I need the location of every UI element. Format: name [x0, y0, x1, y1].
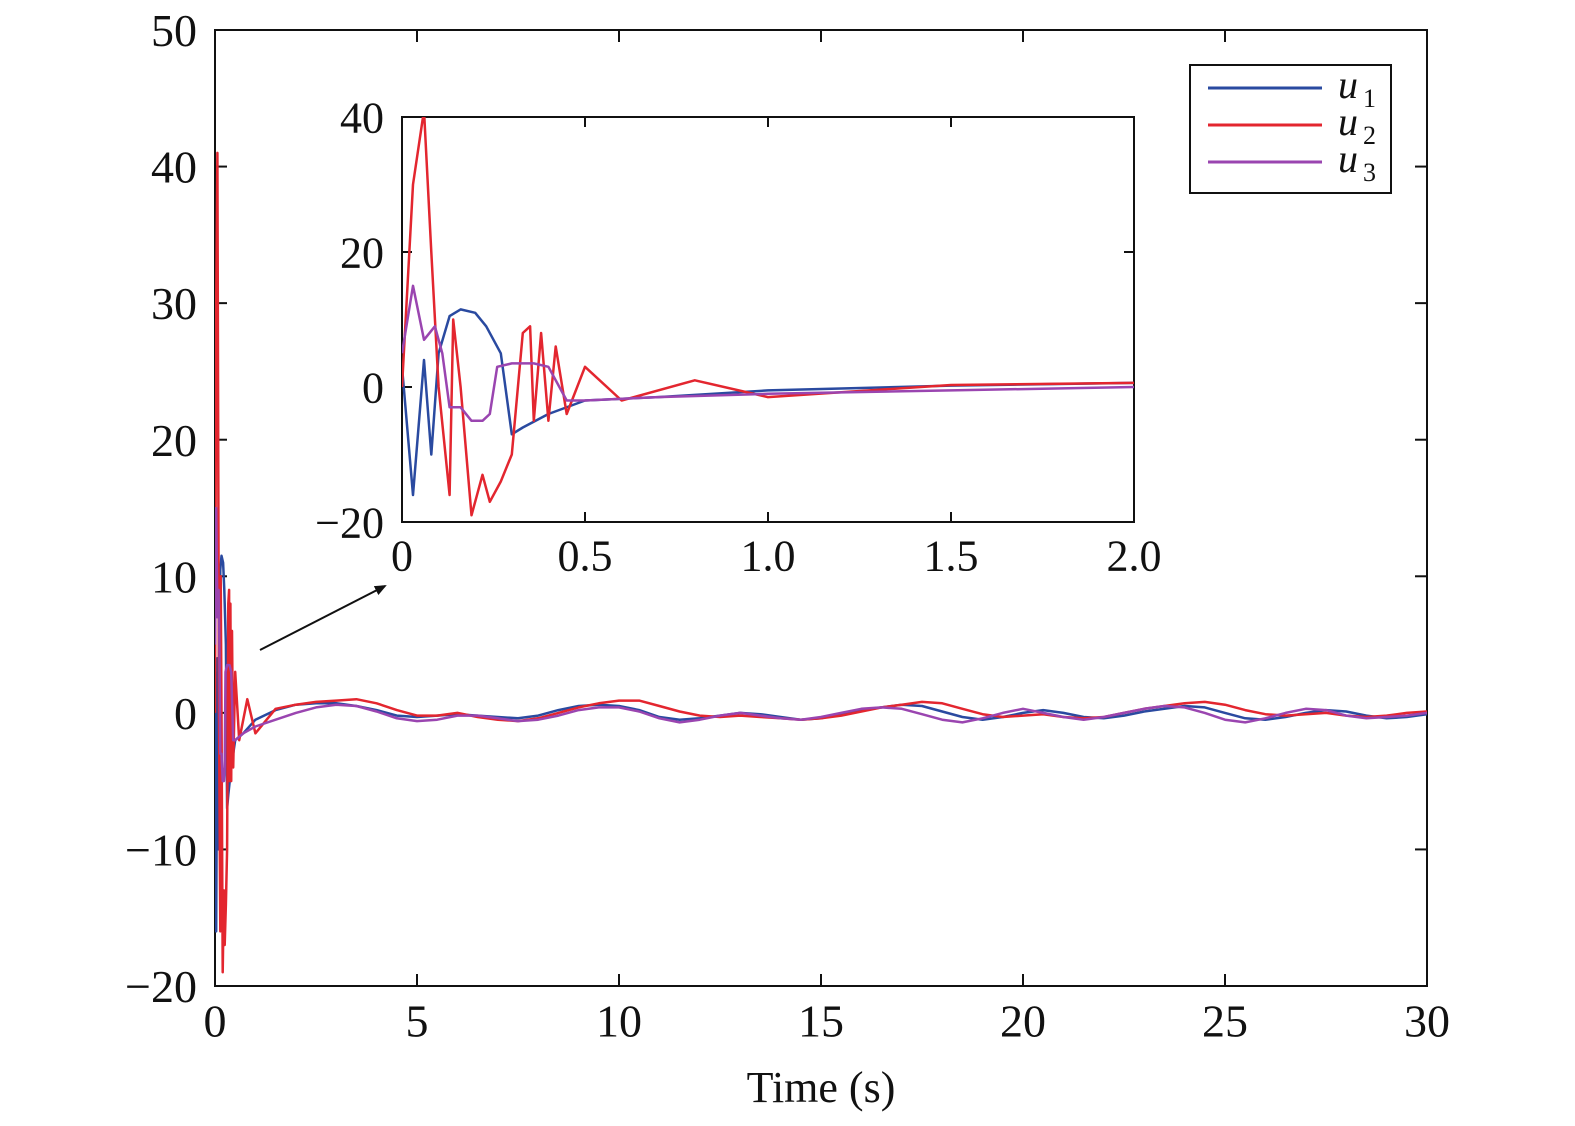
main-y-tick-label: 0: [174, 688, 197, 739]
main-y-tick-label: 20: [151, 415, 197, 466]
main-y-tick-label: 30: [151, 278, 197, 329]
legend-label-u2: u: [1338, 99, 1358, 144]
main-y-tick-label: −10: [125, 825, 197, 876]
x-axis-title: Time (s): [747, 1063, 896, 1112]
main-y-tick-label: 40: [151, 142, 197, 193]
main-x-tick-label: 30: [1404, 996, 1450, 1047]
zoom-arrow: [259, 585, 387, 651]
inset-x-tick-label: 1.0: [741, 531, 796, 580]
legend-box: [1189, 64, 1392, 194]
main-series-line-u3: [215, 506, 1427, 783]
main-x-tick-label: 20: [1000, 996, 1046, 1047]
main-y-tick-label: 50: [151, 5, 197, 56]
inset-y-tick-label: 20: [340, 228, 384, 277]
main-x-tick-label: 0: [204, 996, 227, 1047]
inset-x-tick-label: 0.5: [558, 531, 613, 580]
main-x-tick-label: 5: [406, 996, 429, 1047]
legend-subscript-u2: 2: [1363, 121, 1376, 150]
inset-x-tick-label: 1.5: [924, 531, 979, 580]
legend-label-u3: u: [1338, 136, 1358, 181]
main-x-tick-label: 10: [596, 996, 642, 1047]
legend-subscript-u1: 1: [1363, 84, 1376, 113]
legend-subscript-u3: 3: [1363, 158, 1376, 187]
inset-series-lines: [402, 117, 1134, 517]
inset-y-tick-label: 0: [362, 363, 384, 412]
inset-y-tick-label: 40: [340, 93, 384, 142]
main-x-tick-label: 25: [1202, 996, 1248, 1047]
inset-series-line-u2: [402, 117, 1134, 517]
inset-plot-frame: [401, 116, 1135, 523]
main-series-lines: [215, 151, 1427, 974]
legend: u 1u 2u 3: [1189, 62, 1392, 194]
inset-y-tick-label: −20: [315, 498, 384, 547]
inset-x-tick-label: 2.0: [1107, 531, 1162, 580]
inset-series-line-u3: [402, 284, 1134, 423]
main-y-tick-label: −20: [125, 961, 197, 1012]
inset-x-tick-label: 0: [391, 531, 413, 580]
inset-series-line-u1: [402, 308, 1134, 497]
main-x-tick-label: 15: [798, 996, 844, 1047]
main-y-tick-label: 10: [151, 551, 197, 602]
legend-label-u1: u: [1338, 62, 1358, 107]
